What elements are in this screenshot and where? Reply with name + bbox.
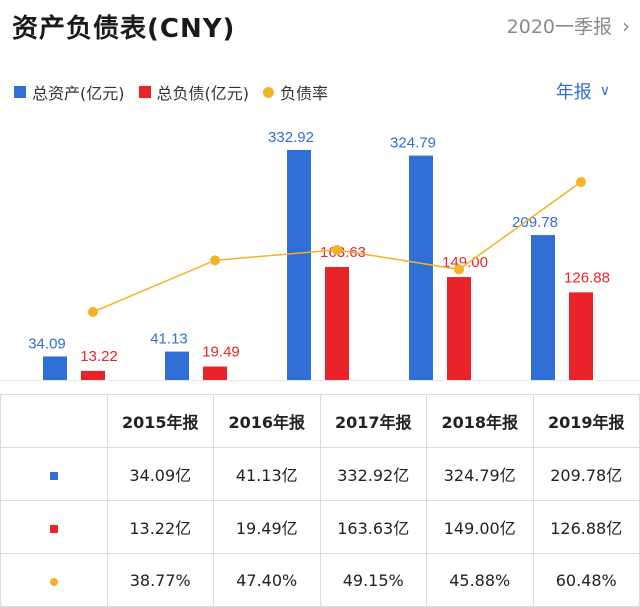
legend-label-liabilities: 总负债(亿元) bbox=[156, 84, 250, 103]
bar-liabilities[interactable] bbox=[325, 266, 349, 380]
data-label-liabilities: 126.88 bbox=[564, 269, 610, 286]
liabilities-swatch-icon bbox=[138, 86, 151, 98]
table-row-assets: 34.09亿 41.13亿 332.92亿 324.79亿 209.78亿 bbox=[0, 447, 640, 501]
bar-assets[interactable] bbox=[531, 235, 555, 380]
report-period-selector[interactable]: 2020一季报 › bbox=[507, 12, 630, 39]
table-row-ratio: 38.77% 47.40% 49.15% 45.88% 60.48% bbox=[0, 553, 640, 607]
legend-item-liabilities[interactable]: 总负债(亿元) bbox=[138, 80, 250, 104]
table-cell: 332.92亿 bbox=[319, 447, 427, 501]
table-cell: 163.63亿 bbox=[319, 500, 427, 554]
table-cell: 126.88亿 bbox=[532, 500, 640, 554]
annual-report-label: 年报 bbox=[555, 82, 592, 103]
assets-marker-icon bbox=[49, 471, 58, 480]
table-cell: 19.49亿 bbox=[213, 500, 321, 554]
ratio-point[interactable] bbox=[332, 244, 342, 255]
data-label-assets: 332.92 bbox=[268, 129, 314, 146]
data-label-assets: 34.09 bbox=[28, 335, 66, 352]
legend-label-ratio: 负债率 bbox=[280, 84, 329, 103]
table-header-cell: 2018年报 bbox=[426, 394, 534, 448]
table-cell: 34.09亿 bbox=[106, 447, 214, 501]
legend-item-assets[interactable]: 总资产(亿元) bbox=[14, 80, 125, 104]
ratio-dot-icon bbox=[263, 86, 274, 98]
data-label-assets: 324.79 bbox=[390, 135, 436, 152]
table-header-cell: 2017年报 bbox=[319, 394, 427, 448]
report-period-label: 2020一季报 bbox=[506, 16, 612, 38]
header-corner bbox=[0, 394, 108, 448]
ratio-point[interactable] bbox=[454, 264, 464, 275]
table-cell: 41.13亿 bbox=[213, 447, 321, 501]
table-cell: 209.78亿 bbox=[532, 447, 640, 501]
table-header-cell: 2016年报 bbox=[213, 394, 321, 448]
data-label-liabilities: 13.22 bbox=[80, 348, 118, 365]
bar-liabilities[interactable] bbox=[81, 370, 105, 380]
table-cell: 47.40% bbox=[213, 553, 321, 607]
data-label-liabilities: 163.63 bbox=[320, 244, 366, 261]
bar-liabilities[interactable] bbox=[569, 292, 593, 380]
data-label-liabilities: 149.00 bbox=[442, 254, 488, 271]
table-header-cell: 2015年报 bbox=[106, 394, 214, 448]
chevron-right-icon: › bbox=[622, 13, 630, 38]
table-cell: 38.77% bbox=[106, 553, 214, 607]
table-cell: 13.22亿 bbox=[106, 500, 214, 554]
bar-assets[interactable] bbox=[409, 155, 433, 380]
data-table: 2015年报 2016年报 2017年报 2018年报 2019年报 34.09… bbox=[0, 394, 640, 607]
annual-report-dropdown[interactable]: 年报 ∨ bbox=[556, 78, 610, 104]
table-cell: 45.88% bbox=[426, 553, 534, 607]
data-label-assets: 209.78 bbox=[512, 214, 558, 231]
bar-assets[interactable] bbox=[43, 356, 67, 380]
bar-assets[interactable] bbox=[165, 351, 189, 380]
assets-swatch-icon bbox=[14, 86, 26, 98]
chevron-down-icon: ∨ bbox=[599, 83, 610, 99]
bar-liabilities[interactable] bbox=[203, 366, 227, 380]
data-label-assets: 41.13 bbox=[150, 331, 188, 348]
legend-item-ratio[interactable]: 负债率 bbox=[263, 80, 328, 104]
bar-assets[interactable] bbox=[287, 150, 311, 380]
liabilities-marker-icon bbox=[49, 524, 58, 533]
ratio-point[interactable] bbox=[210, 255, 220, 266]
ratio-point[interactable] bbox=[576, 177, 586, 187]
table-cell: 49.15% bbox=[319, 553, 427, 607]
table-cell: 60.48% bbox=[532, 553, 640, 607]
table-header-row: 2015年报 2016年报 2017年报 2018年报 2019年报 bbox=[0, 394, 640, 448]
table-cell: 324.79亿 bbox=[426, 447, 534, 501]
legend-label-assets: 总资产(亿元) bbox=[32, 84, 125, 103]
page-title: 资产负债表(CNY) bbox=[12, 14, 236, 44]
table-row-liabilities: 13.22亿 19.49亿 163.63亿 149.00亿 126.88亿 bbox=[0, 500, 640, 554]
table-header-cell: 2019年报 bbox=[532, 394, 640, 448]
ratio-point[interactable] bbox=[88, 307, 98, 317]
ratio-marker-icon bbox=[49, 577, 58, 586]
bar-liabilities[interactable] bbox=[447, 277, 471, 380]
chart-legend: 总资产(亿元) 总负债(亿元) 负债率 bbox=[14, 80, 342, 104]
assets-liabilities-chart: 34.09 13.22 41.13 19.49 332.92 163.63 324.79 14… bbox=[0, 129, 640, 381]
data-label-liabilities: 19.49 bbox=[202, 344, 240, 361]
table-cell: 149.00亿 bbox=[426, 500, 534, 554]
